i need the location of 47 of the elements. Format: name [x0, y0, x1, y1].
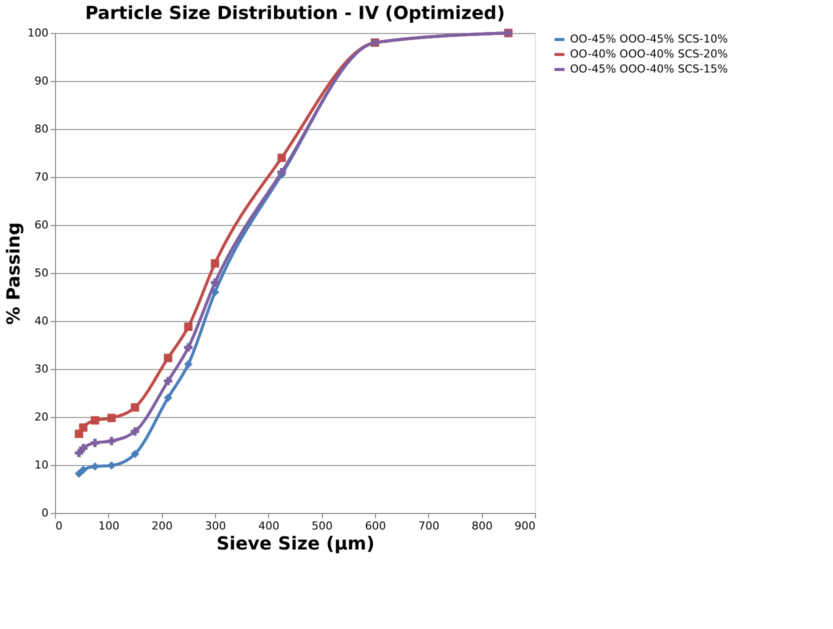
point	[90, 416, 100, 425]
point	[130, 403, 140, 412]
x-tick-label: 0	[56, 520, 62, 532]
point	[277, 168, 286, 176]
point	[210, 259, 220, 268]
point	[164, 394, 172, 402]
point	[164, 354, 172, 362]
y-tick-label: 0	[42, 506, 48, 520]
y-tick-label: 40	[34, 314, 48, 328]
y-tick-label: 70	[34, 170, 48, 184]
legend-label: OO-45% OOO-45% SCS-10%	[570, 32, 728, 46]
x-tick-label: 100	[98, 520, 120, 532]
point	[210, 288, 220, 296]
chart-title: Particle Size Distribution - IV (Optimized)	[85, 3, 505, 24]
legend-label: OO-45% OOO-40% SCS-15%	[570, 62, 728, 76]
point	[184, 343, 193, 352]
point	[79, 444, 88, 452]
x-tick-label: 800	[472, 520, 493, 532]
x-tick-label: 900	[514, 520, 536, 532]
y-tick-label: 10	[34, 458, 48, 472]
legend-label: OO-40% OOO-40% SCS-20%	[570, 48, 728, 60]
point	[130, 450, 140, 458]
y-tick-label: 80	[34, 122, 48, 136]
point	[79, 423, 88, 432]
y-tick-label: 60	[34, 218, 48, 232]
y-tick-label: 20	[34, 410, 48, 424]
x-tick-label: 200	[152, 520, 173, 532]
point	[74, 469, 84, 478]
x-tick-label: 700	[418, 520, 440, 532]
point	[107, 414, 116, 422]
x-tick-label: 600	[365, 520, 386, 532]
point	[130, 427, 140, 436]
y-tick-label: 100	[28, 26, 48, 40]
point	[277, 154, 286, 162]
x-tick-label: 400	[258, 520, 280, 532]
point	[184, 360, 193, 368]
point	[90, 438, 100, 448]
x-tick-label: 300	[205, 520, 226, 532]
point	[79, 466, 88, 474]
point	[184, 322, 193, 331]
y-tick-label: 90	[34, 74, 48, 88]
x-tick-label: 500	[312, 520, 333, 532]
y-tick-label: 50	[34, 266, 48, 280]
y-tick-label: 30	[34, 362, 48, 376]
point	[210, 278, 220, 287]
y-axis-title: % Passing	[4, 222, 25, 325]
x-axis-title: Sieve Size (µm)	[216, 534, 375, 554]
